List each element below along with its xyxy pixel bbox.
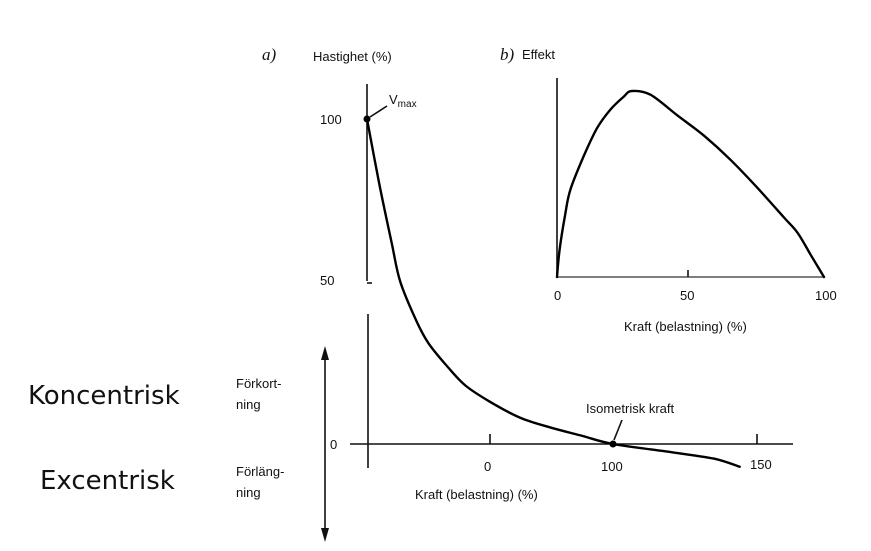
panel-a-y-tick-label-100: 100 [320, 112, 342, 127]
panel-a-x-tick-label-150: 150 [750, 457, 772, 472]
panel-b-power-curve [555, 89, 826, 279]
shortening-label-2: ning [236, 397, 261, 412]
vmax-leader-line [369, 105, 388, 118]
panel-a-label: a) [262, 45, 277, 64]
panel-b-x-tick-label-0: 0 [554, 288, 561, 303]
lengthening-label-1: Förläng- [236, 464, 284, 479]
shortening-label-1: Förkort- [236, 376, 282, 391]
panel-b-ylabel: Effekt [522, 47, 555, 62]
panel-a-xlabel: Kraft (belastning) (%) [415, 487, 538, 502]
panel-a-y-tick-label-0: 0 [330, 437, 337, 452]
isometric-label: Isometrisk kraft [586, 401, 675, 416]
panel-b: b) Effekt 0 50 100 Kraft (belastning) (%… [500, 45, 837, 334]
panel-a-y-tick-label-50: 50 [320, 273, 334, 288]
eccentric-label: Excentrisk [40, 466, 175, 496]
panel-a-x-tick-label-0: 0 [484, 459, 491, 474]
lengthening-label-2: ning [236, 485, 261, 500]
panel-b-label: b) [500, 45, 515, 64]
panel-a: a) Hastighet (%) 100 50 0 0 100 150 Kraf… [262, 45, 793, 502]
panel-a-x-tick-label-100: 100 [601, 459, 623, 474]
panel-a-ylabel: Hastighet (%) [313, 49, 392, 64]
panel-b-x-tick-label-100: 100 [815, 288, 837, 303]
isometric-point [609, 440, 617, 448]
panel-b-x-tick-label-50: 50 [680, 288, 694, 303]
panel-b-xlabel: Kraft (belastning) (%) [624, 319, 747, 334]
concentric-label: Koncentrisk [28, 381, 180, 411]
direction-arrow [321, 346, 329, 542]
vmax-point [363, 115, 371, 123]
vmax-label: Vmax [389, 92, 417, 110]
isometric-leader-line [613, 419, 623, 441]
panel-a-force-velocity-curve [365, 117, 741, 468]
